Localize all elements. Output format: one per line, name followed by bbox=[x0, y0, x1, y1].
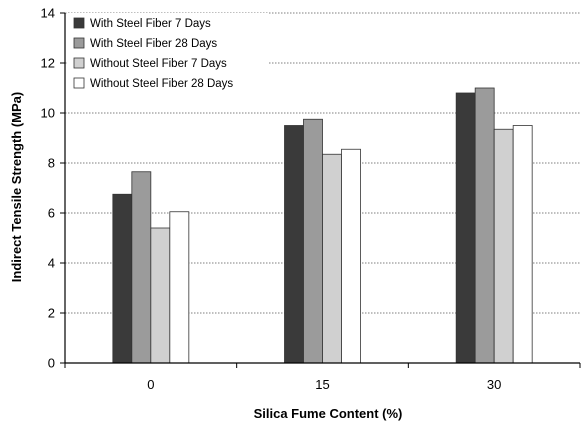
bar-30-series-3 bbox=[512, 125, 533, 364]
y-axis-title: Indirect Tensile Strength (MPa) bbox=[9, 92, 24, 282]
axes bbox=[64, 13, 580, 364]
x-tick-label-0: 0 bbox=[147, 377, 154, 392]
bar-30-series-0 bbox=[455, 92, 476, 364]
legend-item-2: Without Steel Fiber 7 Days bbox=[73, 57, 227, 70]
legend: With Steel Fiber 7 Days With Steel Fiber… bbox=[68, 13, 268, 93]
legend-background bbox=[68, 13, 268, 93]
bar-15-series-0 bbox=[284, 125, 304, 364]
x-tick-label-30: 30 bbox=[487, 377, 501, 392]
legend-label-3: Without Steel Fiber 28 Days bbox=[90, 78, 233, 90]
bar-0-series-0 bbox=[112, 193, 133, 364]
legend-swatch-1 bbox=[73, 37, 85, 49]
y-tick-label-10: 10 bbox=[41, 106, 55, 121]
bar-0-series-1 bbox=[131, 171, 152, 364]
y-tick-label-4: 4 bbox=[48, 256, 55, 271]
bar-15-series-2 bbox=[322, 153, 342, 364]
legend-item-3: Without Steel Fiber 28 Days bbox=[73, 77, 233, 90]
y-tick-label-0: 0 bbox=[48, 356, 55, 371]
y-tick-label-2: 2 bbox=[48, 306, 55, 321]
legend-swatch-0 bbox=[73, 17, 85, 29]
bar-15-series-1 bbox=[303, 118, 323, 364]
legend-swatch-2 bbox=[73, 57, 85, 69]
bar-0-series-3 bbox=[169, 211, 190, 364]
y-tick-label-6: 6 bbox=[48, 206, 55, 221]
legend-label-1: With Steel Fiber 28 Days bbox=[90, 38, 217, 50]
bars bbox=[112, 87, 533, 364]
bar-30-series-2 bbox=[493, 128, 514, 364]
y-tick-label-8: 8 bbox=[48, 156, 55, 171]
x-tick-label-15: 15 bbox=[315, 377, 329, 392]
legend-label-2: Without Steel Fiber 7 Days bbox=[90, 58, 227, 70]
ticks: 0 2 4 6 8 10 12 14 0 15 30 bbox=[41, 6, 581, 392]
bar-30-series-1 bbox=[474, 87, 495, 364]
y-tick-label-12: 12 bbox=[41, 56, 55, 71]
bar-15-series-3 bbox=[341, 148, 361, 364]
legend-item-1: With Steel Fiber 28 Days bbox=[73, 37, 217, 50]
legend-swatch-3 bbox=[73, 77, 85, 89]
legend-item-0: With Steel Fiber 7 Days bbox=[73, 17, 211, 30]
legend-label-0: With Steel Fiber 7 Days bbox=[90, 18, 211, 30]
y-tick-label-14: 14 bbox=[41, 6, 55, 21]
bar-0-series-2 bbox=[150, 227, 171, 364]
x-axis-title: Silica Fume Content (%) bbox=[254, 406, 403, 421]
